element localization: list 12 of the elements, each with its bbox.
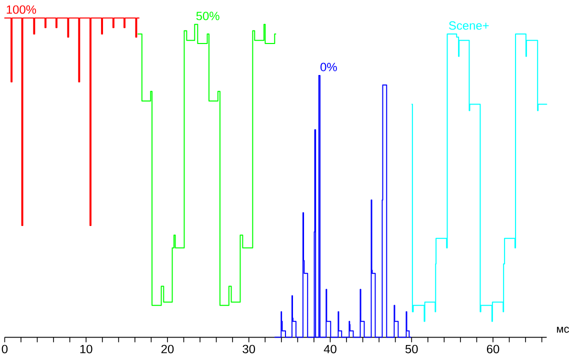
x-tick-label: 40 xyxy=(324,344,336,354)
x-tick-label: 20 xyxy=(161,344,174,354)
x-tick-label: 30 xyxy=(242,344,256,354)
series-label: 0% xyxy=(320,62,337,72)
x-tick-label: 10 xyxy=(80,344,92,354)
series-label: Scene+ xyxy=(449,21,489,30)
series-label: 100% xyxy=(6,5,36,14)
x-tick-label: 50 xyxy=(405,344,418,354)
series-label: 50% xyxy=(196,12,220,20)
x-axis-title: мс xyxy=(556,326,569,333)
x-tick-label: 60 xyxy=(486,344,500,354)
x-tick-label: 0 xyxy=(2,344,8,354)
